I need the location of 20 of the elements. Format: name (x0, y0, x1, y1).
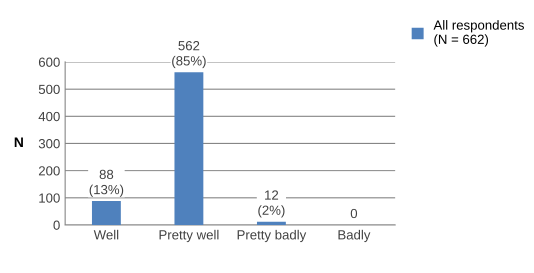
bar (174, 72, 204, 225)
y-tick-label: 300 (38, 139, 60, 148)
x-tick-label: Badly (338, 230, 370, 242)
bar (92, 201, 121, 225)
data-label: 88 (13%) (90, 170, 124, 197)
data-label: 0 (350, 208, 358, 218)
y-axis-title: N (14, 138, 23, 148)
legend-label: All respondents (N = 662) (434, 20, 524, 47)
x-tick-label: Pretty badly (238, 230, 306, 242)
y-tick-label: 0 (53, 220, 60, 230)
y-tick-label: 200 (38, 166, 60, 176)
data-label: 12 (2%) (258, 190, 285, 218)
y-tick-label: 400 (38, 112, 60, 122)
y-tick-label: 500 (38, 84, 60, 94)
data-label: 562 (85%) (172, 41, 206, 68)
x-tick-label: Well (94, 230, 118, 240)
x-tick-label: Pretty well (160, 230, 218, 242)
y-tick-label: 600 (38, 58, 60, 67)
bar (256, 222, 286, 225)
y-tick-label: 100 (39, 193, 60, 203)
